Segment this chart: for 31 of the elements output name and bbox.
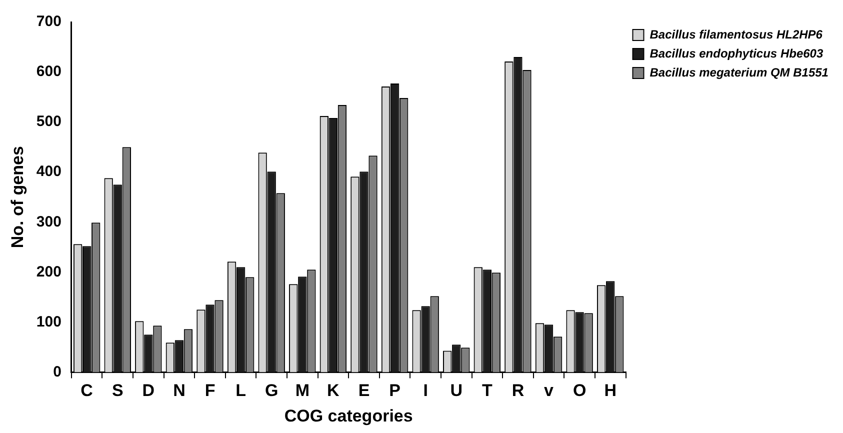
y-tick-label: 300 [36,213,62,230]
x-tick-label: G [264,381,278,400]
x-tick-label: I [423,381,428,400]
y-tick-label: 700 [36,13,62,30]
y-tick-label: 600 [36,63,62,80]
x-tick-label: C [80,381,93,400]
x-tick-label: L [236,381,246,400]
legend-label: Bacillus endophyticus Hbe603 [650,46,824,60]
y-tick-label: 400 [36,163,62,180]
x-axis-title: COG categories [284,406,413,426]
legend-label: Bacillus megaterium QM B1551 [650,65,829,80]
x-tick-label: S [112,381,124,400]
x-tick-label: F [204,381,216,400]
x-tick-label: N [173,381,186,400]
x-tick-label: E [358,381,370,400]
y-tick-label: 100 [36,313,62,330]
x-tick-label: K [327,381,340,400]
legend-label: Bacillus filamentosus HL2HP6 [650,27,823,42]
x-tick-label: v [544,381,554,400]
x-tick-label: O [572,381,586,400]
y-tick-label: 0 [53,363,62,380]
y-tick-label: 200 [36,263,62,280]
y-axis-title: No. of genes [8,146,27,248]
x-tick-label: M [295,381,310,400]
x-tick-label: P [389,381,400,400]
x-tick-label: U [450,381,463,400]
x-tick-label: R [512,381,524,400]
x-tick-label: D [142,381,155,400]
x-tick-label: H [604,381,616,400]
x-tick-label: T [482,381,493,400]
y-tick-label: 500 [36,113,62,130]
